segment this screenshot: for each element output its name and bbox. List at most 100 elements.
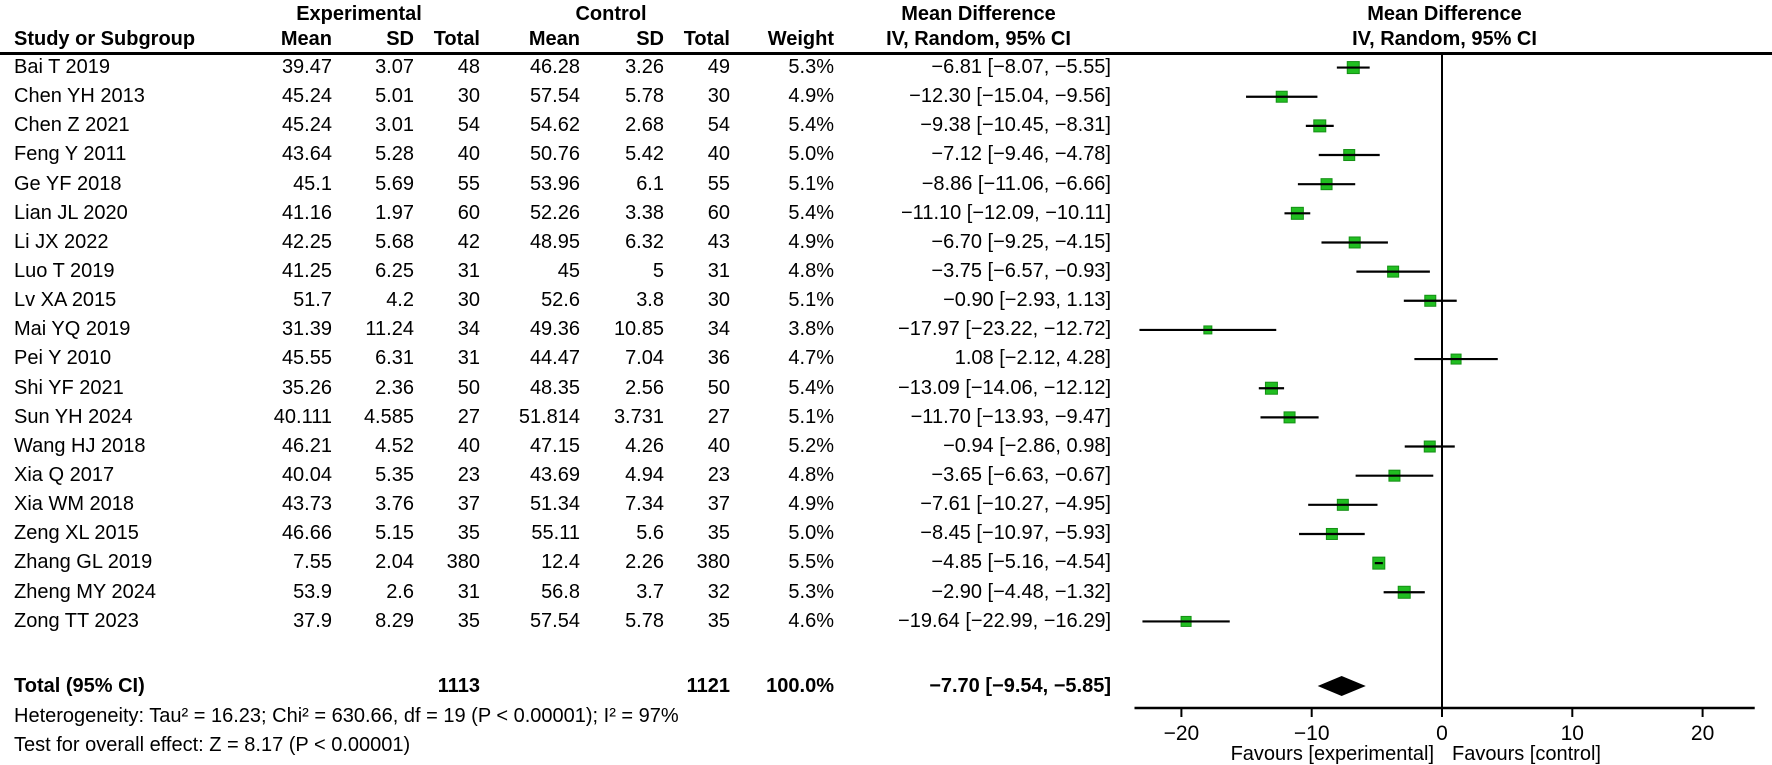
exp-total-column-header: Total — [433, 28, 480, 50]
exp-mean-cell: 41.25 — [281, 259, 332, 282]
exp-total-cell: 54 — [457, 114, 480, 137]
favours-right-label: Favours [control] — [1452, 743, 1601, 765]
weight-cell: 4.9% — [788, 85, 834, 108]
exp-total-cell: 31 — [457, 259, 480, 282]
study-row: Li JX 2022 42.25 5.68 42 48.95 6.32 43 4.9% −6.7… — [0, 228, 1117, 257]
ctl-sd-cell: 7.04 — [625, 347, 664, 370]
exp-total-cell: 34 — [457, 318, 480, 341]
exp-mean-cell: 7.55 — [293, 551, 332, 574]
ctl-total-cell: 49 — [707, 56, 730, 78]
ctl-mean-cell: 50.76 — [529, 143, 580, 166]
study-row: Luo T 2019 41.25 6.25 31 45 5 31 4.8% −3.75 [−6.… — [0, 257, 1117, 286]
ctl-mean-cell: 57.54 — [529, 609, 580, 632]
total-exp-total-cell: 1113 — [437, 675, 480, 697]
ctl-sd-cell: 5.42 — [625, 143, 664, 166]
exp-sd-cell: 8.29 — [375, 609, 414, 632]
ci-cell: −11.70 [−13.93, −9.47] — [910, 405, 1111, 428]
total-exp-mean-cell — [232, 671, 338, 701]
effect-marker — [1424, 294, 1437, 307]
ci-cell: 1.08 [−2.12, 4.28] — [954, 347, 1111, 370]
effect-marker — [1348, 236, 1361, 249]
ctl-mean-cell: 51.814 — [518, 405, 580, 428]
ctl-mean-cell: 48.35 — [529, 376, 580, 399]
exp-total-cell: 380 — [446, 551, 480, 574]
study-row: Lian JL 2020 41.16 1.97 60 52.26 3.38 60 5.4% −1… — [0, 199, 1117, 228]
axis-tick-label: 20 — [1691, 722, 1714, 745]
exp-mean-cell: 45.1 — [293, 172, 332, 195]
total-ctl-total-cell: 1121 — [686, 675, 730, 697]
ctl-sd-cell: 5.78 — [625, 609, 664, 632]
ctl-sd-cell: 3.8 — [636, 289, 664, 312]
favours-left-label: Favours [experimental] — [1231, 743, 1434, 765]
ctl-mean-cell: 57.54 — [529, 85, 580, 108]
total-exp-sd-cell — [338, 671, 420, 701]
ctl-total-cell: 380 — [696, 551, 730, 574]
study-name-cell: Sun YH 2024 — [14, 405, 133, 428]
ctl-sd-cell: 4.94 — [625, 463, 664, 486]
ctl-mean-cell: 51.34 — [529, 493, 580, 516]
ctl-sd-cell: 3.731 — [613, 405, 664, 428]
ctl-mean-cell: 44.47 — [529, 347, 580, 370]
exp-mean-cell: 45.24 — [281, 114, 332, 137]
exp-sd-cell: 5.68 — [375, 230, 414, 253]
exp-mean-cell: 46.66 — [281, 522, 332, 545]
exp-total-cell: 35 — [457, 609, 480, 632]
pooled-diamond — [1317, 676, 1366, 696]
weight-cell: 5.0% — [788, 143, 834, 166]
ci-cell: −7.61 [−10.27, −4.95] — [920, 493, 1111, 516]
exp-sd-cell: 2.36 — [375, 376, 414, 399]
exp-total-cell: 30 — [457, 85, 480, 108]
ci-cell: −19.64 [−22.99, −16.29] — [898, 609, 1111, 632]
study-name-cell: Xia WM 2018 — [14, 493, 135, 516]
axis-tick-label: −10 — [1294, 722, 1330, 745]
ctl-sd-cell: 7.34 — [625, 493, 664, 516]
table-header-groups: Experimental Control Mean Difference — [0, 2, 1117, 27]
exp-mean-cell: 43.64 — [281, 143, 332, 166]
ctl-mean-cell: 45 — [557, 259, 580, 282]
study-row: Lv XA 2015 51.7 4.2 30 52.6 3.8 30 5.1% −0.90 [−… — [0, 286, 1117, 315]
study-name-cell: Feng Y 2011 — [14, 143, 127, 166]
ctl-total-cell: 60 — [707, 201, 730, 224]
exp-sd-cell: 5.28 — [375, 143, 414, 166]
method-header-right: IV, Random, 95% CI — [1352, 28, 1537, 50]
effect-marker — [1372, 556, 1386, 570]
total-label: Total (95% CI) — [14, 675, 145, 697]
exp-sd-cell: 3.07 — [375, 56, 414, 78]
ctl-total-cell: 36 — [707, 347, 730, 370]
mean-difference-header-right: Mean Difference — [1367, 3, 1522, 25]
weight-cell: 4.8% — [788, 463, 834, 486]
exp-sd-cell: 2.04 — [375, 551, 414, 574]
ctl-total-cell: 23 — [707, 463, 730, 486]
total-weight-cell: 100.0% — [766, 675, 834, 697]
study-column-header: Study or Subgroup — [14, 28, 196, 50]
axis-tick-label: −20 — [1164, 722, 1200, 745]
weight-cell: 4.6% — [788, 609, 834, 632]
weight-cell: 5.1% — [788, 289, 834, 312]
total-ctl-sd-cell — [586, 671, 670, 701]
effect-marker — [1387, 265, 1400, 278]
ctl-total-cell: 37 — [707, 493, 730, 516]
ci-cell: −11.10 [−12.09, −10.11] — [901, 201, 1111, 224]
header-spacer — [736, 2, 840, 27]
exp-mean-cell: 37.9 — [293, 609, 332, 632]
ctl-mean-cell: 48.95 — [529, 230, 580, 253]
exp-mean-cell: 46.21 — [281, 434, 332, 457]
weight-cell: 5.4% — [788, 114, 834, 137]
ctl-mean-cell: 53.96 — [529, 172, 580, 195]
method-column-header: IV, Random, 95% CI — [886, 28, 1071, 50]
study-name-cell: Shi YF 2021 — [14, 376, 124, 399]
exp-mean-cell: 41.16 — [281, 201, 332, 224]
ctl-sd-cell: 2.26 — [625, 551, 664, 574]
experimental-group-header: Experimental — [296, 3, 422, 25]
exp-sd-cell: 1.97 — [375, 201, 414, 224]
study-row: Sun YH 2024 40.111 4.585 27 51.814 3.731 27 5.1… — [0, 403, 1117, 432]
exp-sd-cell: 2.6 — [386, 580, 414, 603]
ctl-total-cell: 43 — [707, 230, 730, 253]
exp-mean-cell: 43.73 — [281, 493, 332, 516]
ci-cell: −3.65 [−6.63, −0.67] — [931, 463, 1111, 486]
ci-cell: −0.94 [−2.86, 0.98] — [943, 434, 1111, 457]
exp-mean-cell: 40.04 — [281, 463, 332, 486]
ctl-total-cell: 27 — [707, 405, 730, 428]
effect-marker — [1320, 178, 1333, 191]
ctl-total-cell: 32 — [707, 580, 730, 603]
